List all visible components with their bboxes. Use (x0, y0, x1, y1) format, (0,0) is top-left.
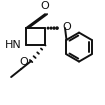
Circle shape (56, 27, 58, 29)
Text: HN: HN (5, 40, 22, 50)
Circle shape (47, 27, 49, 29)
Text: O: O (41, 1, 49, 11)
Circle shape (53, 27, 55, 29)
Text: O: O (63, 22, 71, 32)
Text: O: O (19, 57, 28, 67)
Circle shape (50, 27, 52, 29)
